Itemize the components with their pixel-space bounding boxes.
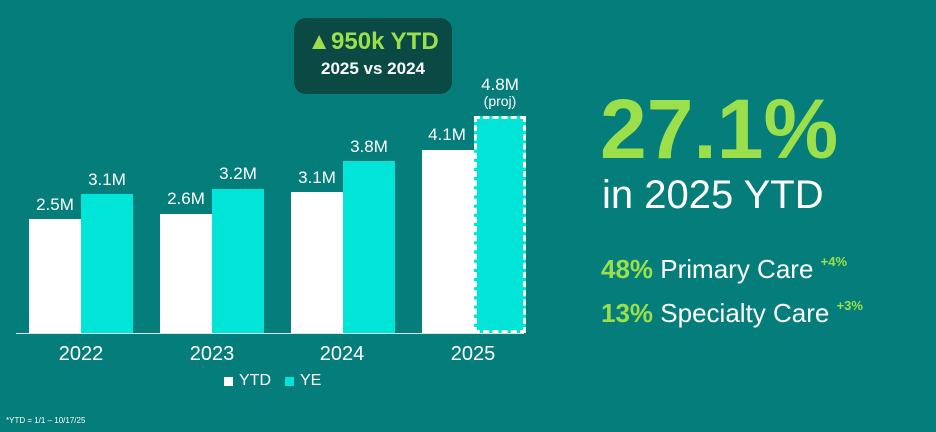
- legend-label-ytd: YTD: [239, 372, 271, 389]
- legend-swatch-ye: [285, 376, 294, 386]
- bar-2023-ytd: [160, 214, 212, 333]
- label-2025-ye: 4.8M: [481, 75, 519, 94]
- bar-2024-ye: [343, 161, 395, 333]
- breakdown-pct: 48%: [601, 254, 654, 284]
- label-2023-ytd: 2.6M: [167, 189, 205, 208]
- x-axis-line: [16, 333, 524, 334]
- label-2025-ytd: 4.1M: [428, 125, 466, 144]
- kpi-value: 27.1%: [600, 82, 839, 176]
- bar-2022-ye: [81, 194, 133, 333]
- bar-2024-ytd: [291, 192, 343, 333]
- breakdown-specialty-care: 13% Specialty Care +3%: [601, 298, 863, 329]
- label-2022-ye: 3.1M: [88, 170, 126, 189]
- bar-2023-ye: [212, 189, 264, 333]
- bar-2022-ytd: [29, 219, 81, 333]
- label-2024-ytd: 3.1M: [298, 168, 336, 187]
- x-tick-2025: 2025: [450, 343, 496, 365]
- label-2023-ye: 3.2M: [219, 164, 257, 183]
- x-tick-2023: 2023: [189, 343, 235, 365]
- bar-2025-ytd: [422, 150, 474, 333]
- legend-label-ye: YE: [300, 372, 322, 389]
- breakdown-delta: +3%: [836, 298, 863, 313]
- label-2025-proj: (proj): [483, 93, 517, 109]
- x-tick-2024: 2024: [319, 343, 365, 365]
- footnote: *YTD = 1/1 – 10/17/25: [6, 416, 86, 425]
- growth-callout: ▲950k YTD 2025 vs 2024: [294, 18, 452, 94]
- label-2022-ytd: 2.5M: [36, 195, 74, 214]
- kpi-caption: in 2025 YTD: [602, 173, 824, 217]
- label-2024-ye: 3.8M: [350, 137, 388, 156]
- callout-headline: ▲950k YTD: [307, 28, 439, 55]
- breakdown-primary-care: 48% Primary Care +4%: [601, 254, 847, 285]
- breakdown-label: Specialty Care: [660, 298, 830, 328]
- breakdown-delta: +4%: [820, 254, 848, 269]
- bar-2025-ye-projected: [474, 116, 526, 333]
- breakdown-pct: 13%: [601, 298, 654, 328]
- x-tick-2022: 2022: [58, 343, 104, 365]
- legend-swatch-ytd: [224, 376, 233, 386]
- breakdown-label: Primary Care: [660, 254, 814, 284]
- callout-subline: 2025 vs 2024: [321, 59, 425, 78]
- chart-legend: YTD YE: [224, 372, 321, 390]
